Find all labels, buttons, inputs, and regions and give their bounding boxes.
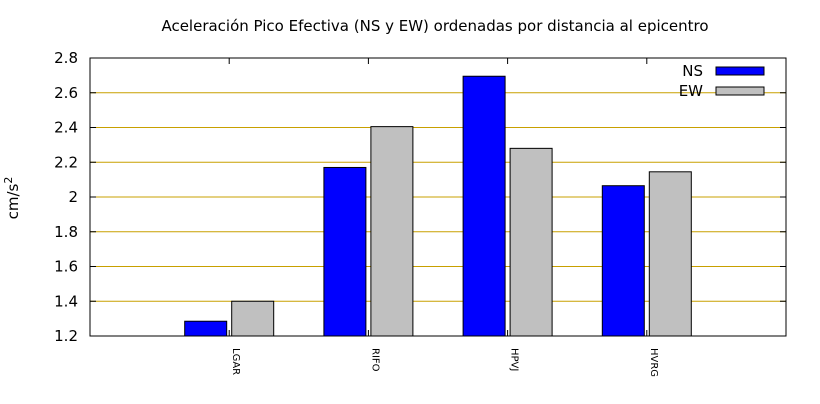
x-category-label: HVRG xyxy=(648,348,659,377)
x-axis-ticks: LGAR RIFO HPVJ HVRG xyxy=(228,58,659,377)
y-tick-label: 2 xyxy=(68,188,78,206)
grid-lines xyxy=(90,92,786,302)
y-tick-label: 2.6 xyxy=(54,84,78,102)
y-tick-label: 1.4 xyxy=(54,292,78,310)
bar-ns-hvrg xyxy=(601,185,645,337)
bar-ew-hvrg xyxy=(648,171,692,337)
y-axis-label-unit: cm/s xyxy=(4,183,22,219)
y-tick-label: 2.8 xyxy=(54,49,78,67)
legend: NS EW xyxy=(679,62,765,100)
bar-ew-hpvj xyxy=(509,147,553,337)
y-tick-label: 1.6 xyxy=(54,258,78,276)
y-tick-label: 1.8 xyxy=(54,223,78,241)
x-category-label: RIFO xyxy=(369,348,380,372)
y-tick-label: 2.4 xyxy=(54,119,78,137)
y-axis-label-exponent: 2 xyxy=(2,177,15,184)
chart-title: Aceleración Pico Efectiva (NS y EW) orde… xyxy=(161,17,708,35)
legend-swatch-ns xyxy=(715,66,765,76)
bar-ns-hpvj xyxy=(462,75,506,337)
x-category-label: LGAR xyxy=(230,348,241,375)
legend-swatch-ew xyxy=(715,86,765,96)
y-tick-label: 1.2 xyxy=(54,327,78,345)
bars xyxy=(184,75,692,337)
legend-label-ns: NS xyxy=(682,62,703,80)
bar-ew-lgar xyxy=(231,300,275,337)
bar-ns-rifo xyxy=(323,166,367,337)
y-axis-ticks: 1.2 1.4 1.6 1.8 2 2.2 2.4 2.6 2.8 xyxy=(54,49,786,345)
x-category-label: HPVJ xyxy=(509,348,520,371)
bar-ew-rifo xyxy=(370,126,414,337)
legend-label-ew: EW xyxy=(679,82,703,100)
bar-ns-lgar xyxy=(184,320,228,337)
y-axis-label: cm/s2 xyxy=(2,177,22,220)
y-tick-label: 2.2 xyxy=(54,153,78,171)
